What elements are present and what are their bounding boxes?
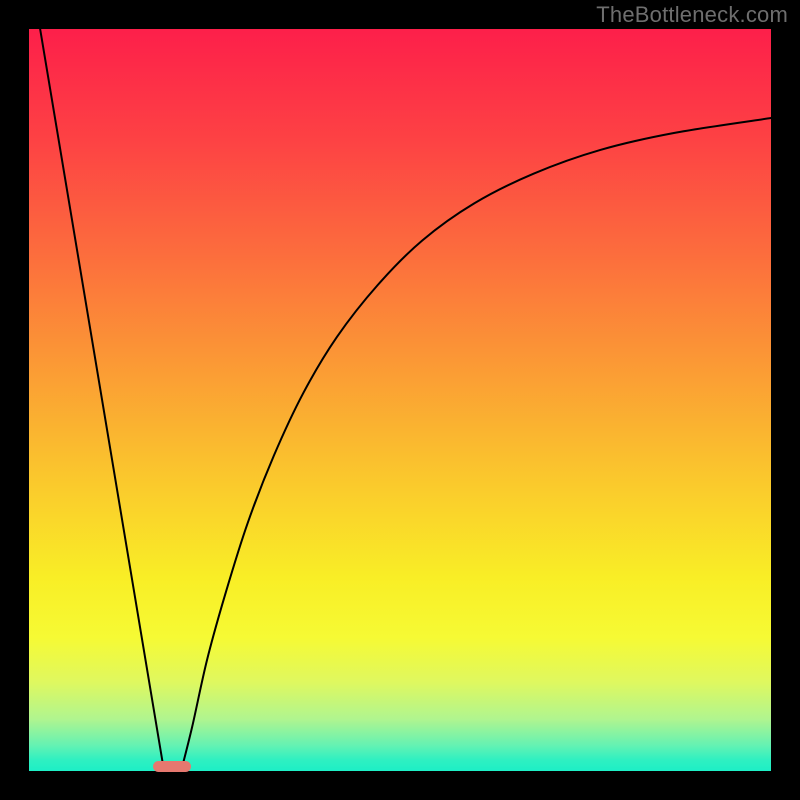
chart-frame: TheBottleneck.com bbox=[0, 0, 800, 800]
chart-svg bbox=[29, 29, 771, 771]
watermark-text: TheBottleneck.com bbox=[596, 2, 788, 28]
valley-marker bbox=[153, 761, 191, 772]
gradient-background bbox=[29, 29, 771, 771]
plot-area bbox=[29, 29, 771, 771]
